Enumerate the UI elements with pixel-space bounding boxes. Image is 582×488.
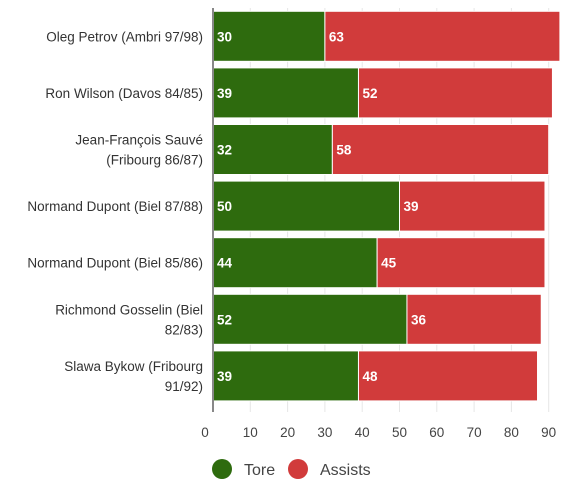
- bar-tore-5[interactable]: [212, 293, 408, 345]
- bars: 30 63 39 52 32 58 50 39 44 45 52 36 39 48: [212, 10, 561, 402]
- legend-marker: [212, 459, 232, 479]
- data-label-assists: 48: [362, 369, 378, 384]
- x-tick-label: 10: [243, 425, 258, 440]
- data-label-tore: 39: [217, 369, 232, 384]
- bar-assists-2[interactable]: [331, 124, 550, 175]
- data-label-assists: 58: [336, 143, 352, 158]
- legend[interactable]: Tore Assists: [212, 459, 371, 479]
- legend-item-assists[interactable]: Assists: [288, 459, 371, 479]
- data-label-tore: 52: [217, 312, 232, 327]
- legend-label: Assists: [320, 462, 371, 479]
- category-label: Oleg Petrov (Ambri 97/98): [46, 29, 203, 44]
- bar-assists-1[interactable]: [357, 67, 553, 119]
- bar-assists-3[interactable]: [399, 180, 546, 232]
- category-labels: Oleg Petrov (Ambri 97/98) Ron Wilson (Dav…: [27, 29, 203, 394]
- bar-assists-0[interactable]: [324, 10, 561, 62]
- data-label-tore: 50: [217, 199, 232, 214]
- x-tick-label: 60: [429, 425, 444, 440]
- category-label: Jean-François Sauvé (Fribourg 86/87): [75, 133, 203, 168]
- data-label-tore: 44: [217, 256, 233, 271]
- data-label-assists: 36: [411, 312, 427, 327]
- category-label: Ron Wilson (Davos 84/85): [45, 86, 203, 101]
- category-label: Slawa Bykow (Fribourg 91/92): [64, 359, 203, 394]
- x-tick-label: 20: [280, 425, 295, 440]
- bar-tore-1[interactable]: [212, 67, 359, 119]
- bar-assists-6[interactable]: [357, 350, 539, 402]
- x-tick-label: 90: [541, 425, 556, 440]
- x-axis-ticks: 0 10 20 30 40 50 60 70 80 90: [201, 425, 556, 440]
- x-tick-label: 30: [317, 425, 332, 440]
- bar-assists-5[interactable]: [406, 293, 542, 345]
- data-label-assists: 63: [329, 29, 345, 44]
- x-tick-label: 50: [392, 425, 407, 440]
- data-label-tore: 30: [217, 29, 232, 44]
- legend-label: Tore: [244, 462, 275, 479]
- bar-assists-4[interactable]: [376, 237, 546, 289]
- x-tick-label: 40: [355, 425, 370, 440]
- data-label-tore: 39: [217, 86, 232, 101]
- bar-tore-4[interactable]: [212, 237, 378, 289]
- data-label-tore: 32: [217, 143, 232, 158]
- x-tick-label: 80: [504, 425, 519, 440]
- x-tick-label: 0: [201, 425, 209, 440]
- x-tick-label: 70: [467, 425, 482, 440]
- bar-tore-6[interactable]: [212, 350, 359, 402]
- category-label: Normand Dupont (Biel 85/86): [27, 256, 203, 271]
- data-label-assists: 39: [404, 199, 419, 214]
- data-label-assists: 52: [362, 86, 377, 101]
- category-label: Normand Dupont (Biel 87/88): [27, 199, 203, 214]
- legend-item-tore[interactable]: Tore: [212, 459, 275, 479]
- bar-tore-3[interactable]: [212, 180, 400, 232]
- category-label: Richmond Gosselin (Biel 82/83): [55, 302, 203, 337]
- legend-marker: [288, 459, 308, 479]
- data-label-assists: 45: [381, 256, 397, 271]
- bar-tore-2[interactable]: [212, 124, 333, 175]
